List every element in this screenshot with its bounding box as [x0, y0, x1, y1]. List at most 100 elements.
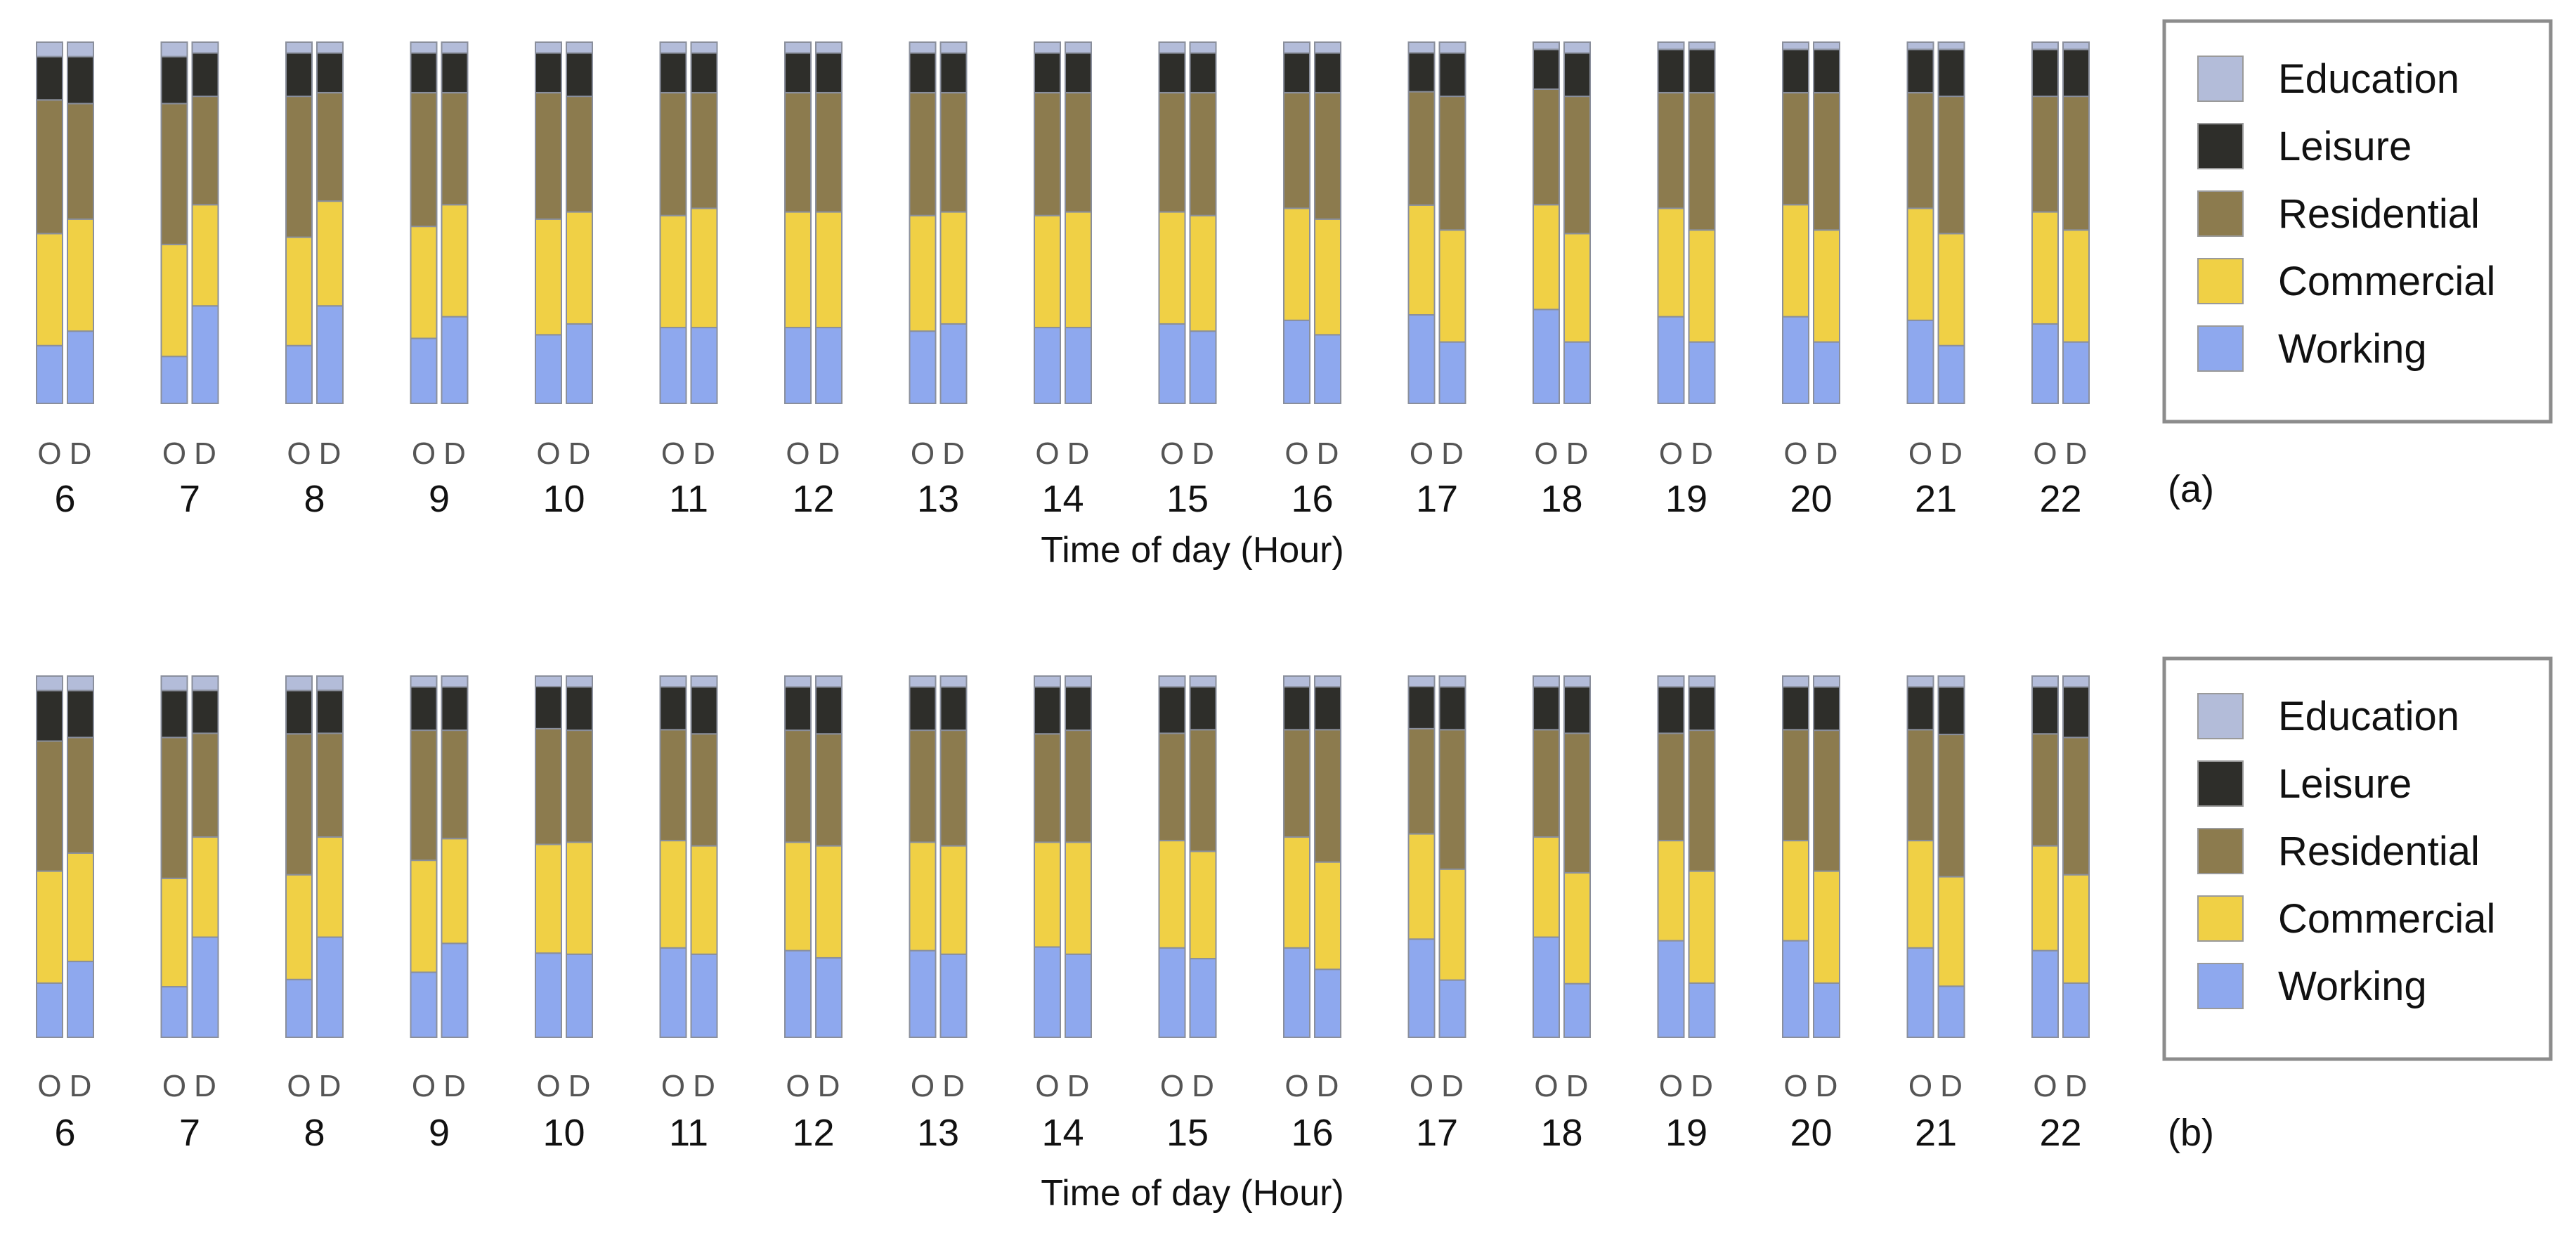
- panel-a-pair-label-20-O: O: [1783, 436, 1807, 471]
- panel-b-bar-18-O-commercial: [1533, 836, 1560, 938]
- panel-b-bar-6-O-working: [36, 982, 63, 1039]
- panel-a-bar-21-D-commercial: [1937, 233, 1965, 346]
- panel-a-pair-label-18-O: O: [1534, 436, 1558, 471]
- panel-b-bar-19-D-commercial: [1688, 870, 1716, 984]
- panel-a-bar-17-D-education: [1438, 41, 1466, 54]
- panel-a-bar-8-O-commercial: [285, 236, 313, 346]
- panel-a-pair-label-16-O: O: [1284, 436, 1308, 471]
- panel-b-bar-13-O-residential: [909, 729, 937, 843]
- panel-a-bar-12-D-education: [815, 41, 843, 54]
- panel-b-pair-label-16-O: O: [1284, 1069, 1308, 1103]
- panel-a-hour-label-19: 19: [1665, 478, 1707, 520]
- panel-a-bar-11-D-working: [690, 327, 718, 404]
- panel-a-pair-label-22-D: D: [2065, 436, 2088, 471]
- panel-b-bar-10-D-residential: [566, 729, 593, 843]
- panel-b-bar-9-O-leisure: [410, 686, 438, 732]
- panel-a-pair-label-7-D: D: [194, 436, 216, 471]
- panel-a-pair-label-19-O: O: [1659, 436, 1683, 471]
- panel-a-bar-17-D-residential: [1438, 96, 1466, 231]
- panel-b-bar-19-D-education: [1688, 675, 1716, 688]
- panel-b-bar-9-D-working: [441, 942, 469, 1038]
- panel-b-bar-16-D-working: [1314, 968, 1341, 1038]
- panel-a-pair-label-13-D: D: [942, 436, 965, 471]
- panel-b-bar-13-O-working: [909, 949, 937, 1039]
- panel-b-hour-label-22: 22: [2039, 1112, 2081, 1154]
- panel-a-bar-6-O-commercial: [36, 233, 63, 346]
- panel-b-bar-19-D-residential: [1688, 729, 1716, 872]
- panel-b-bar-12-O-commercial: [784, 841, 812, 952]
- panel-a-pair-label-6-D: D: [70, 436, 92, 471]
- panel-b-bar-6-O-leisure: [36, 689, 63, 742]
- panel-a-legend-label-residential: Residential: [2278, 191, 2480, 237]
- panel-a-bar-13-D-residential: [939, 91, 968, 213]
- panel-a-hour-labels: 6 7 8 9 10 11 12 13 14 15 16 17 18 19 20 21 22: [54, 478, 2081, 520]
- panel-b-bar-15-D-leisure: [1189, 686, 1217, 731]
- panel-a-bar-12-O-leisure: [784, 52, 812, 93]
- panel-a-bar-11-O-education: [659, 41, 687, 54]
- panel-a-bar-14-O-commercial: [1034, 214, 1061, 329]
- panel-a-label: (a): [2168, 468, 2214, 510]
- panel-b-bar-6-D-residential: [67, 737, 94, 854]
- panel-b-bar-7-D-working: [191, 936, 219, 1039]
- panel-a-pair-label-6-O: O: [37, 436, 61, 471]
- panel-b-bar-6-O-residential: [36, 740, 63, 872]
- panel-a-bar-22-O-commercial: [2031, 211, 2059, 325]
- panel-a-pair-label-14-D: D: [1067, 436, 1090, 471]
- panel-b-bar-17-O-commercial: [1407, 833, 1436, 940]
- panel-a-bar-6-O-education: [36, 41, 63, 58]
- panel-b-bar-19-D-leisure: [1688, 686, 1716, 732]
- panel-a-bar-10-O-working: [535, 334, 562, 404]
- panel-b-bar-19-O-working: [1657, 940, 1685, 1039]
- panel-b-pair-label-20-O: O: [1783, 1069, 1807, 1103]
- panel-b-bar-15-O-working: [1158, 947, 1186, 1038]
- panel-b-legend-label-leisure: Leisure: [2278, 761, 2412, 807]
- panel-a-pair-label-16-D: D: [1317, 436, 1339, 471]
- panel-b-bar-6-D-working: [67, 961, 94, 1039]
- panel-a-bar-14-O-working: [1034, 327, 1061, 404]
- panel-b-hour-label-17: 17: [1416, 1112, 1458, 1154]
- panel-b-bar-22-D-education: [2062, 675, 2090, 688]
- panel-a-bar-19-D-commercial: [1688, 229, 1716, 343]
- panel-b-hour-label-6: 6: [54, 1112, 75, 1154]
- panel-a-bar-12-D-residential: [815, 91, 843, 213]
- panel-a-bar-22-D-residential: [2062, 96, 2090, 231]
- panel-a-bar-18-D-education: [1563, 41, 1591, 54]
- panel-b-pair-label-6-D: D: [70, 1069, 92, 1103]
- panel-a-bar-21-O-leisure: [1906, 48, 1934, 93]
- panel-b-hour-label-8: 8: [304, 1112, 325, 1154]
- panel-a-bar-20-D-commercial: [1813, 229, 1840, 343]
- panel-b-bar-11-D-commercial: [690, 845, 718, 955]
- panel-b-bar-15-O-education: [1158, 675, 1186, 688]
- panel-a-bar-15-O-working: [1158, 323, 1186, 405]
- panel-b-pair-label-14-D: D: [1067, 1069, 1090, 1103]
- panel-a-bar-22-O-leisure: [2031, 48, 2059, 98]
- panel-b-bar-10-O-working: [535, 952, 562, 1039]
- panel-a-bar-22-D-education: [2062, 41, 2090, 51]
- panel-b-bar-18-O-residential: [1533, 729, 1560, 838]
- panel-b-bar-12-D-leisure: [815, 686, 843, 735]
- panel-b-hour-label-19: 19: [1665, 1112, 1707, 1154]
- panel-a-bar-20-D-residential: [1813, 91, 1840, 231]
- panel-a-bar-8-D-commercial: [316, 200, 344, 307]
- panel-b-bar-11-D-education: [690, 675, 718, 688]
- panel-b-bar-10-D-commercial: [566, 841, 593, 955]
- panel-b-bar-16-D-residential: [1314, 729, 1341, 863]
- panel-a-bar-15-D-working: [1189, 330, 1217, 405]
- panel-b-bar-7-O-working: [160, 986, 188, 1039]
- panel-b-bar-21-O-residential: [1906, 729, 1934, 842]
- panel-b-bar-13-O-education: [909, 675, 937, 688]
- panel-a-bar-19-O-commercial: [1657, 207, 1685, 318]
- panel-a-bar-18-D-commercial: [1563, 233, 1591, 343]
- panel-a-bar-20-O-residential: [1782, 91, 1809, 206]
- panel-b-bar-16-D-leisure: [1314, 686, 1341, 731]
- panel-a-legend-swatch-education: [2197, 56, 2244, 102]
- panel-a-bar-6-D-residential: [67, 103, 94, 220]
- panel-b-bar-11-O-working: [659, 947, 687, 1038]
- panel-a-bar-21-O-working: [1906, 319, 1934, 404]
- panel-a-bar-6-D-education: [67, 41, 94, 58]
- panel-a-legend-swatch-residential: [2197, 190, 2244, 237]
- panel-b-pair-label-12-O: O: [786, 1069, 809, 1103]
- panel-a-bar-19-O-working: [1657, 316, 1685, 405]
